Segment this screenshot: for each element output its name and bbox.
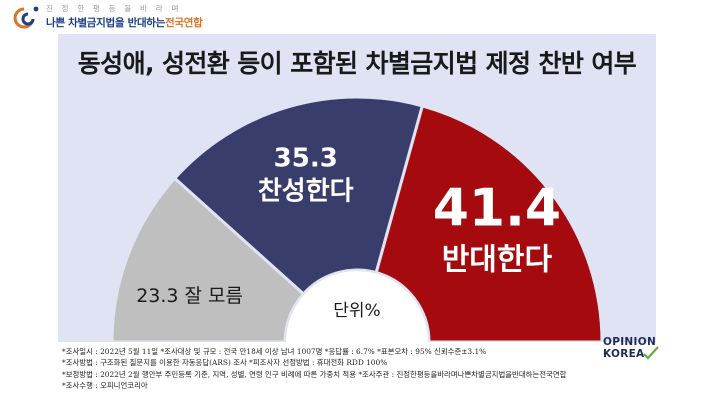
slice-label-favor: 찬성한다	[258, 177, 354, 207]
opinion-korea-logo: OPINION KOREA	[603, 336, 663, 366]
brand-line1: OPINION	[603, 336, 657, 348]
slice-favor	[172, 95, 425, 296]
checkmark-icon	[643, 346, 659, 360]
slice-value-favor: 35.3	[274, 144, 338, 174]
brand-line2: KOREA	[603, 348, 645, 360]
slice-oppose	[374, 104, 604, 342]
slice-unsure	[110, 176, 306, 342]
unit-label: 단위%	[333, 301, 380, 321]
logo-org-name: 나쁜 차별금지법을 반대하는전국연합	[46, 15, 203, 30]
logo-org-main: 나쁜 차별금지법을 반대하는	[46, 17, 166, 29]
logo-org-accent: 전국연합	[165, 17, 203, 29]
slice-label-oppose: 반대한다	[442, 243, 553, 278]
note-line: *조사일시 : 2022년 5월 11일 *조사대상 및 규모 : 전국 만18…	[62, 347, 487, 356]
note-line: *조사방법 : 구조화된 질문지를 이용한 자동응답(ARS) 조사 *피조사자…	[62, 358, 388, 368]
logo-icon	[13, 6, 39, 29]
logo-tagline: 진 정 한 평 등 을 바 라 며	[46, 4, 182, 13]
chart-title: 동성애, 성전환 등이 포함된 차별금지법 제정 찬반 여부	[77, 49, 637, 78]
slice-value-oppose: 41.4	[433, 179, 561, 239]
header: 진 정 한 평 등 을 바 라 며 나쁜 차별금지법을 반대하는전국연합	[0, 0, 720, 32]
donut-center	[286, 271, 428, 342]
note-line: *조사수행 : 오피니언코리아	[62, 381, 148, 391]
slice-label-unsure: 23.3 잘 모름	[136, 285, 243, 307]
chart-panel: 동성애, 성전환 등이 포함된 차별금지법 제정 찬반 여부 23.3 잘 모름…	[58, 34, 656, 342]
note-line: *보정방법 : 2022년 2월 행안부 주민등록 기준, 지역, 성별, 연령…	[62, 369, 567, 379]
survey-notes: *조사일시 : 2022년 5월 11일 *조사대상 및 규모 : 전국 만18…	[62, 346, 622, 392]
